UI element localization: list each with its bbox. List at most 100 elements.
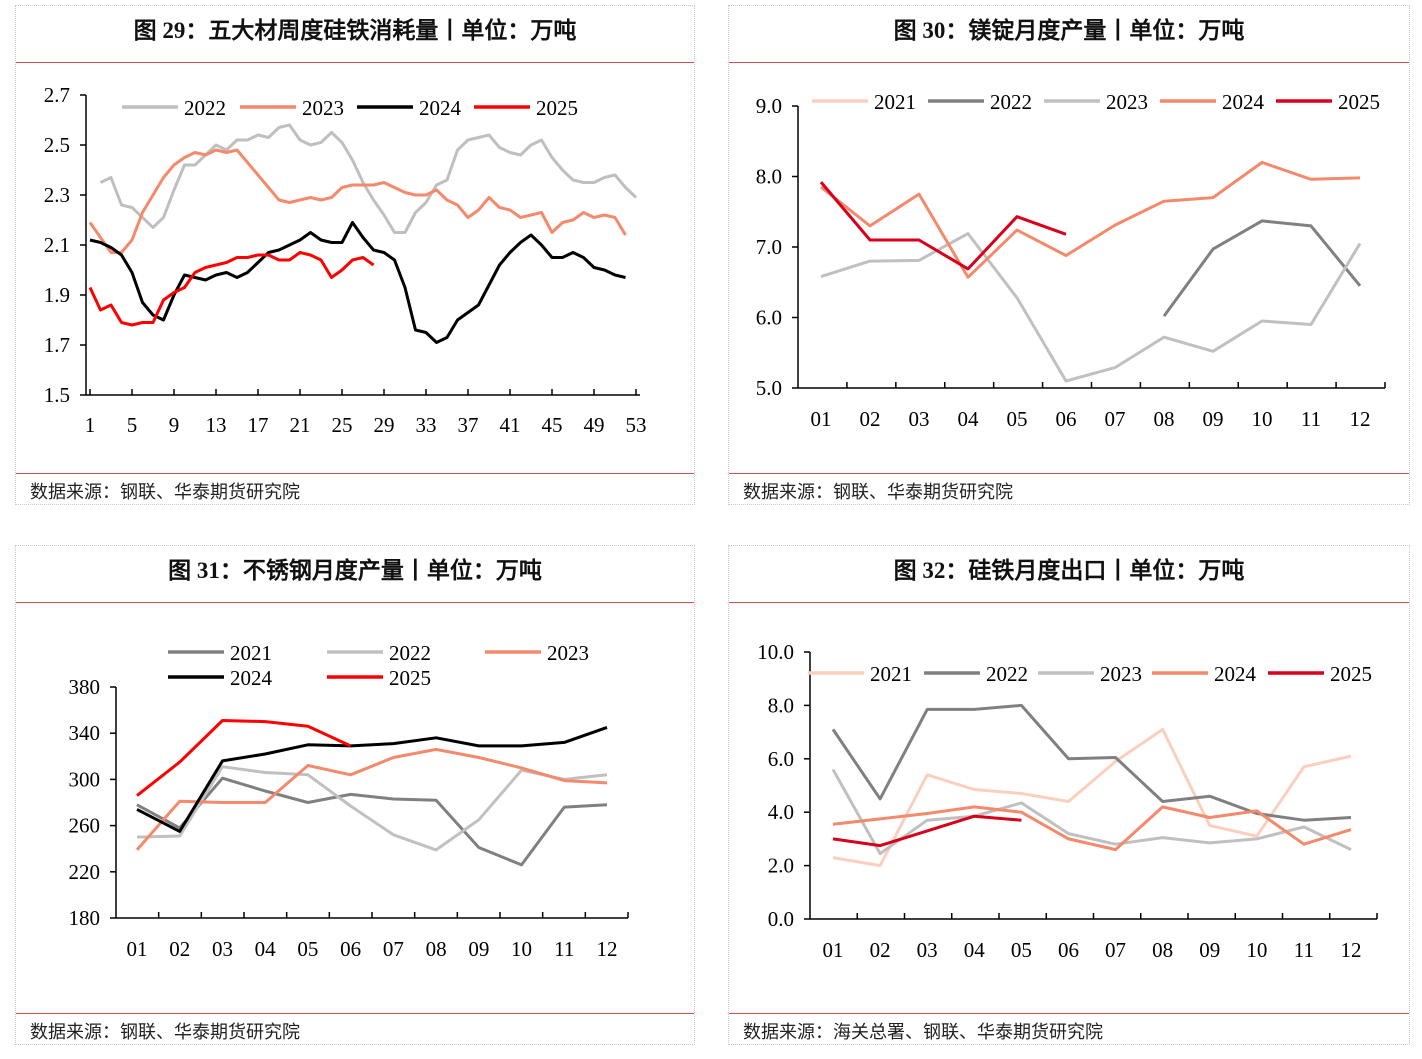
- panel-fig31: 图 31：不锈钢月度产量丨单位：万吨 数据来源：钢联、华泰期货研究院: [15, 545, 695, 1045]
- x-tick-label: 02: [860, 407, 881, 431]
- source-divider: [16, 1013, 694, 1014]
- y-tick-label: 260: [69, 814, 101, 838]
- x-tick-label: 10: [511, 937, 532, 961]
- y-tick-label: 5.0: [756, 376, 782, 400]
- x-tick-label: 06: [1058, 938, 1079, 962]
- y-tick-label: 2.1: [44, 233, 70, 257]
- legend-label-2022: 2022: [986, 662, 1028, 686]
- x-tick-label: 08: [426, 937, 447, 961]
- chart-2: 180 220 260 300 340 380 01 02 03 04 05 06 07 08 09 10 11…: [69, 641, 629, 961]
- x-tick-label: 03: [917, 938, 938, 962]
- data-source: 数据来源：钢联、华泰期货研究院: [30, 482, 300, 503]
- series-line-2022: [831, 703, 1352, 822]
- data-source: 数据来源：钢联、华泰期货研究院: [30, 1022, 300, 1043]
- y-tick-label: 6.0: [768, 747, 794, 771]
- legend-label-2024: 2024: [230, 666, 273, 690]
- y-tick-label: 0.0: [768, 907, 794, 931]
- x-tick-label: 17: [248, 413, 269, 437]
- chart-title: 图 32：硅铁月度出口丨单位：万吨: [893, 558, 1245, 583]
- x-tick-label: 1: [85, 413, 96, 437]
- y-tick-label: 340: [69, 721, 101, 745]
- data-source: 数据来源：钢联、华泰期货研究院: [743, 482, 1013, 503]
- data-source: 数据来源：海关总署、钢联、华泰期货研究院: [743, 1022, 1103, 1043]
- source-divider: [729, 1013, 1409, 1014]
- y-tick-label: 1.7: [44, 333, 70, 357]
- x-tick-label: 12: [597, 937, 618, 961]
- chart-1: 5.0 6.0 7.0 8.0 9.0 01 02 03 04 05 06 07 08 09 10 11 12 2…: [756, 90, 1386, 431]
- series-line-2021: [832, 727, 1352, 868]
- x-tick-label: 09: [1203, 407, 1224, 431]
- panel-fig29: 图 29：五大材周度硅铁消耗量丨单位：万吨 数据来源：钢联、华泰期货研究院: [15, 5, 695, 505]
- x-tick-label: 07: [383, 937, 404, 961]
- y-tick-label: 380: [69, 675, 101, 699]
- legend-label-2021: 2021: [870, 662, 912, 686]
- x-tick-label: 01: [811, 407, 832, 431]
- x-tick-label: 09: [1199, 938, 1220, 962]
- x-tick-label: 04: [964, 938, 986, 962]
- y-tick-label: 7.0: [756, 235, 782, 259]
- legend-label-2022: 2022: [990, 90, 1032, 114]
- series-line-2023: [820, 232, 1362, 383]
- x-tick-label: 49: [584, 413, 605, 437]
- legend-label-2022: 2022: [389, 641, 431, 665]
- y-tick-label: 180: [69, 906, 101, 930]
- legend-label-2023: 2023: [547, 641, 589, 665]
- title-divider: [16, 62, 694, 63]
- series-line-2025: [136, 719, 352, 797]
- series-line-2025: [88, 251, 375, 327]
- legend-label-2021: 2021: [874, 90, 916, 114]
- title-divider: [729, 62, 1409, 63]
- x-tick-label: 45: [542, 413, 563, 437]
- source-divider: [16, 473, 694, 474]
- legend-label-2021: 2021: [230, 641, 272, 665]
- legend-label-2025: 2025: [1330, 662, 1372, 686]
- chart-title: 图 29：五大材周度硅铁消耗量丨单位：万吨: [133, 18, 577, 43]
- legend-label-2023: 2023: [1106, 90, 1148, 114]
- x-tick-label: 13: [206, 413, 227, 437]
- series-line-2023: [88, 148, 627, 254]
- x-tick-label: 53: [626, 413, 647, 437]
- x-tick-label: 03: [909, 407, 930, 431]
- x-tick-label: 01: [823, 938, 844, 962]
- x-tick-label: 02: [169, 937, 190, 961]
- y-tick-label: 8.0: [756, 165, 782, 189]
- panel-fig30: 图 30：镁锭月度产量丨单位：万吨 数据来源：钢联、华泰期货研究院: [728, 5, 1410, 505]
- series-line-2022: [1162, 219, 1362, 317]
- title-divider: [729, 602, 1409, 603]
- legend-label-2024: 2024: [1222, 90, 1265, 114]
- x-tick-label: 5: [127, 413, 138, 437]
- y-tick-label: 10.0: [757, 640, 794, 664]
- x-tick-label: 08: [1152, 938, 1173, 962]
- x-tick-label: 05: [297, 937, 318, 961]
- x-tick-label: 21: [290, 413, 311, 437]
- chart-0: 1.5 1.7 1.9 2.1 2.3 2.5 2.7 1 5 9 13 17 21 25 29 33 37 41…: [44, 83, 647, 437]
- x-tick-label: 11: [554, 937, 574, 961]
- x-tick-label: 41: [500, 413, 521, 437]
- series-line-2023: [831, 768, 1352, 856]
- x-tick-label: 10: [1246, 938, 1267, 962]
- source-divider: [729, 473, 1409, 474]
- x-tick-label: 01: [127, 937, 148, 961]
- x-tick-label: 33: [416, 413, 437, 437]
- y-tick-label: 9.0: [756, 94, 782, 118]
- y-tick-label: 1.9: [44, 283, 70, 307]
- legend-label-2022: 2022: [184, 96, 226, 120]
- y-tick-label: 4.0: [768, 800, 794, 824]
- series-line-2025: [819, 181, 1067, 271]
- x-tick-label: 11: [1294, 938, 1314, 962]
- y-tick-label: 8.0: [768, 693, 794, 717]
- x-tick-label: 10: [1252, 407, 1273, 431]
- series-line-2024: [89, 221, 626, 344]
- legend-label-2025: 2025: [536, 96, 578, 120]
- x-tick-label: 37: [458, 413, 479, 437]
- y-tick-label: 6.0: [756, 306, 782, 330]
- x-tick-label: 07: [1105, 938, 1126, 962]
- x-tick-label: 07: [1105, 407, 1126, 431]
- series-line-2021: [136, 776, 608, 867]
- x-tick-label: 29: [374, 413, 395, 437]
- series-line-2024: [136, 725, 608, 833]
- x-tick-label: 12: [1350, 407, 1371, 431]
- series-line-2022: [99, 123, 638, 234]
- x-tick-label: 08: [1154, 407, 1175, 431]
